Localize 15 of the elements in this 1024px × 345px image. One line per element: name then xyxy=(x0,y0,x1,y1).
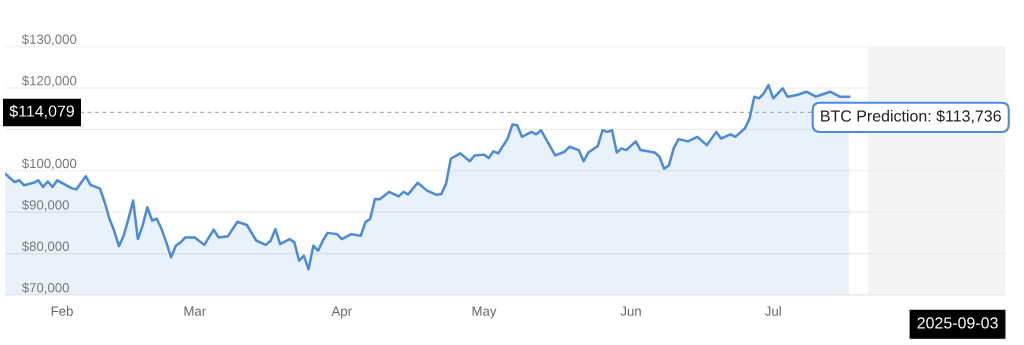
annotation: BTC Prediction: $113,736 xyxy=(821,109,1001,124)
x-tick-label: Feb xyxy=(51,306,73,316)
text: 2025-09-03 xyxy=(917,317,998,329)
y-tick-label: $120,000 xyxy=(21,75,77,87)
x-tick-label: Mar xyxy=(184,306,206,316)
x-tick-label: Apr xyxy=(331,306,352,319)
x-tick-label: May xyxy=(472,306,497,319)
ref-line-label: $114,079 xyxy=(9,104,74,119)
y-tick-label: $80,000 xyxy=(21,241,69,253)
x-tick-label: Jul xyxy=(765,306,781,316)
x-tick-label: Jun xyxy=(620,306,641,316)
y-tick-label: $130,000 xyxy=(21,34,77,46)
y-tick-label: $100,000 xyxy=(21,158,77,170)
y-tick-label: $70,000 xyxy=(21,282,69,294)
y-tick-label: $90,000 xyxy=(21,199,69,212)
